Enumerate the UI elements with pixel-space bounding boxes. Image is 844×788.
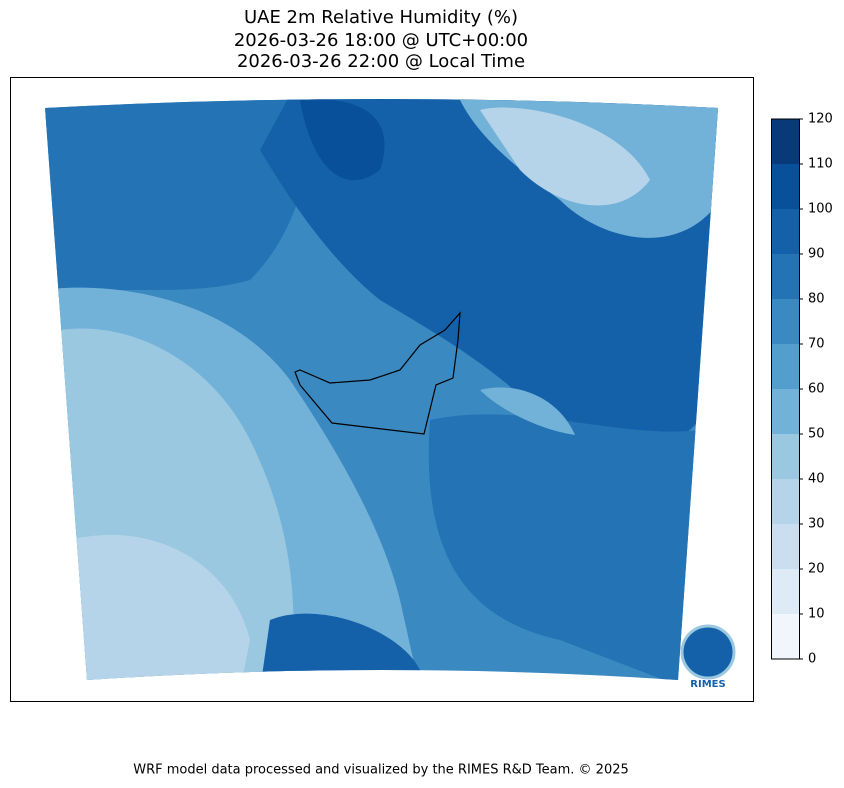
- colorbar-band: [771, 614, 799, 659]
- title: UAE 2m Relative Humidity (%): [244, 7, 518, 28]
- colorbar-tick-label: 80: [808, 292, 825, 307]
- colorbar-band: [771, 389, 799, 434]
- colorbar-band: [771, 164, 799, 209]
- colorbar-tick-label: 10: [808, 607, 825, 622]
- subtitle: 2026-03-26 18:00 @ UTC+00:00: [234, 30, 528, 51]
- footer: WRF model data processed and visualized …: [133, 763, 629, 778]
- colorbar-tick-label: 90: [808, 247, 825, 262]
- colorbar-band: [771, 434, 799, 479]
- colorbar-tick-label: 120: [808, 112, 833, 127]
- uae-border: [294, 311, 461, 435]
- colorbar-band: [771, 344, 799, 389]
- colorbar-tick-label: 60: [808, 382, 825, 397]
- colorbar-tick-label: 0: [808, 652, 816, 667]
- colorbar-band: [771, 524, 799, 569]
- colorbar-band: [771, 254, 799, 299]
- logo: RIMES: [680, 624, 736, 690]
- colorbar-tick-label: 110: [808, 157, 833, 172]
- title-block: UAE 2m Relative Humidity (%) 2026-03-26 …: [234, 7, 528, 72]
- colorbar-band: [771, 119, 799, 164]
- colorbar-tick-label: 40: [808, 472, 825, 487]
- colorbar-tick-label: 20: [808, 562, 825, 577]
- colorbar-band: [771, 569, 799, 614]
- colorbar-tick-label: 100: [808, 202, 833, 217]
- colorbar-tick-label: 50: [808, 427, 825, 442]
- logo-emblem: [680, 624, 736, 680]
- colorbar-band: [771, 299, 799, 344]
- humidity-field: [45, 99, 718, 680]
- logo-text: RIMES: [690, 679, 725, 690]
- colorbar: 0 10 20 30 40 50 60 70 80 90 100 110 120: [771, 112, 833, 667]
- colorbar-tick-label: 30: [808, 517, 825, 532]
- map-frame: [10, 77, 754, 702]
- colorbar-band: [771, 479, 799, 524]
- subtitle: 2026-03-26 22:00 @ Local Time: [237, 51, 525, 72]
- colorbar-tick-label: 70: [808, 337, 825, 352]
- colorbar-band: [771, 209, 799, 254]
